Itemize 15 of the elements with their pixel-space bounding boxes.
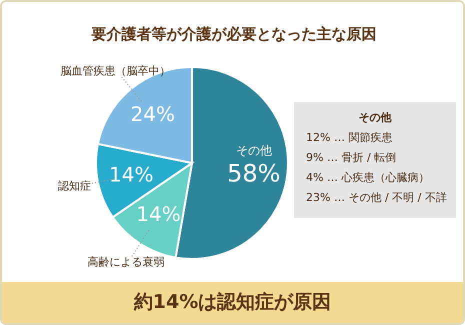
data-label: 14% <box>136 202 181 226</box>
text: 9% … 骨折 / 転倒 <box>306 150 398 165</box>
text: 4% … 心疾患（心臓病） <box>306 170 430 185</box>
data-label: 24% <box>130 102 175 126</box>
text: 23% … その他 / 不明 / 不詳 <box>306 190 448 205</box>
data-label: 58% <box>227 159 280 188</box>
text: 12% … 関節疾患 <box>306 130 394 145</box>
data-label: 14% <box>109 162 154 186</box>
slice-label: 脳血管疾患（脳卒中） <box>60 64 170 78</box>
text: その他 <box>358 110 392 125</box>
slice-label: 高齢による衰弱 <box>88 255 165 268</box>
slice-label: その他 <box>236 143 272 158</box>
chart-title: 要介護者等が介護が必要となった主な原因 <box>90 25 376 43</box>
text: 約14%は認知症が原因 <box>2 282 463 323</box>
slice-label: 認知症 <box>58 179 91 192</box>
